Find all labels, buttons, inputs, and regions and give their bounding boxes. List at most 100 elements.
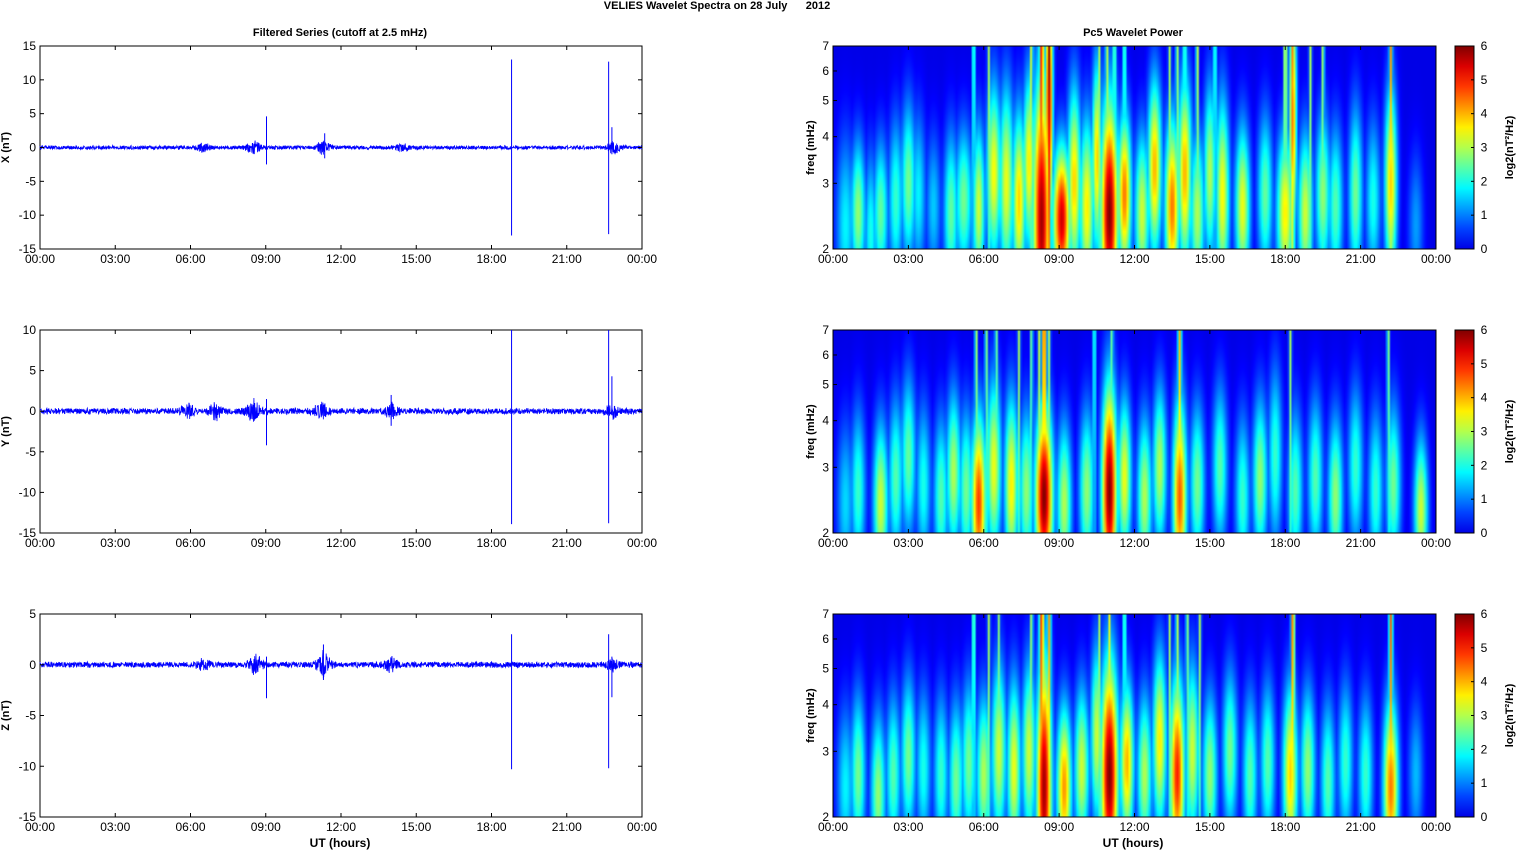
wavelet-ytick-label: 7 — [822, 607, 829, 621]
wavelet-ytick-label: 5 — [822, 378, 829, 392]
colorbar-tick-label: 4 — [1481, 107, 1488, 121]
series-xtick-label: 09:00 — [251, 252, 281, 266]
wavelet-ytick-label: 5 — [822, 94, 829, 108]
series-xtick-label: 00:00 — [627, 820, 657, 834]
series-ytick-label: -10 — [19, 208, 37, 222]
colorbar-tick-label: 3 — [1481, 425, 1488, 439]
series-xtick-label: 15:00 — [401, 252, 431, 266]
series-ytick-label: -5 — [25, 709, 36, 723]
colorbar-tick-label: 4 — [1481, 675, 1488, 689]
series-ytick-label: 10 — [23, 73, 37, 87]
series-xtick-label: 00:00 — [25, 820, 55, 834]
series-ytick-label: 0 — [29, 658, 36, 672]
left-column-title: Filtered Series (cutoff at 2.5 mHz) — [253, 27, 428, 39]
wavelet-xtick-label: 00:00 — [1421, 820, 1451, 834]
wavelet-xtick-label: 00:00 — [818, 252, 848, 266]
colorbar-tick-label: 4 — [1481, 391, 1488, 405]
series-xtick-label: 03:00 — [100, 252, 130, 266]
colorbar-tick-label: 2 — [1481, 458, 1488, 472]
wavelet-ytick-label: 2 — [822, 242, 829, 256]
series-ytick-label: 0 — [29, 404, 36, 418]
wavelet-ylabel: freq (mHz) — [805, 404, 817, 459]
wavelet-ytick-label: 4 — [822, 130, 829, 144]
wavelet-xtick-label: 00:00 — [1421, 536, 1451, 550]
wavelet-xtick-label: 21:00 — [1346, 252, 1376, 266]
series-ylabel: Z (nT) — [0, 700, 12, 731]
colorbar-tick-label: 1 — [1481, 492, 1488, 506]
series-ytick-label: -15 — [19, 810, 37, 824]
wavelet-xtick-label: 18:00 — [1270, 536, 1300, 550]
wavelet-ytick-label: 5 — [822, 662, 829, 676]
wavelet-xtick-label: 06:00 — [969, 252, 999, 266]
series-ytick-label: 5 — [29, 364, 36, 378]
wavelet-ytick-label: 6 — [822, 348, 829, 362]
wavelet-ytick-label: 3 — [822, 744, 829, 758]
wavelet-ytick-label: 2 — [822, 810, 829, 824]
series-xtick-label: 09:00 — [251, 536, 281, 550]
wavelet-panel-3: 2 3 4 5 6 7 00:00 03:00 06:00 09:00 12:00 15:00 18:0… — [805, 607, 1516, 834]
wavelet-xtick-label: 00:00 — [818, 820, 848, 834]
series-ytick-label: -10 — [19, 759, 37, 773]
wavelet-ytick-label: 6 — [822, 64, 829, 78]
wavelet-xtick-label: 03:00 — [893, 820, 923, 834]
series-xtick-label: 12:00 — [326, 536, 356, 550]
wavelet-power-map — [833, 614, 1436, 817]
series-trace — [39, 398, 643, 422]
right-column-title: Pc5 Wavelet Power — [1083, 27, 1184, 39]
right-xlabel: UT (hours) — [1103, 836, 1164, 850]
series-ytick-label: 10 — [23, 323, 37, 337]
colorbar-tick-label: 1 — [1481, 208, 1488, 222]
series-ylabel: X (nT) — [0, 132, 12, 163]
wavelet-xtick-label: 09:00 — [1044, 536, 1074, 550]
wavelet-xtick-label: 06:00 — [969, 536, 999, 550]
wavelet-ytick-label: 6 — [822, 632, 829, 646]
series-xtick-label: 06:00 — [175, 252, 205, 266]
series-xtick-label: 21:00 — [552, 820, 582, 834]
colorbar-tick-label: 5 — [1481, 357, 1488, 371]
series-xtick-label: 00:00 — [25, 252, 55, 266]
wavelet-ytick-label: 3 — [822, 460, 829, 474]
wavelet-ytick-label: 4 — [822, 414, 829, 428]
wavelet-xtick-label: 09:00 — [1044, 252, 1074, 266]
series-trace — [39, 140, 643, 155]
colorbar-tick-label: 2 — [1481, 742, 1488, 756]
wavelet-ytick-label: 3 — [822, 176, 829, 190]
series-axes-frame — [39, 613, 643, 818]
colorbar-label: log2(nT²/Hz) — [1504, 683, 1516, 747]
series-xtick-label: 18:00 — [476, 820, 506, 834]
series-xtick-label: 00:00 — [627, 252, 657, 266]
colorbar-tick-label: 2 — [1481, 174, 1488, 188]
series-xtick-label: 21:00 — [552, 252, 582, 266]
wavelet-ylabel: freq (mHz) — [805, 688, 817, 743]
series-ytick-label: -10 — [19, 485, 37, 499]
left-xlabel: UT (hours) — [310, 836, 371, 850]
series-ytick-label: -5 — [25, 174, 36, 188]
wavelet-xtick-label: 00:00 — [1421, 252, 1451, 266]
wavelet-ytick-label: 7 — [822, 323, 829, 337]
colorbar-tick-label: 0 — [1481, 242, 1488, 256]
series-ytick-label: -5 — [25, 445, 36, 459]
colorbar-tick-label: 5 — [1481, 73, 1488, 87]
colorbar-label: log2(nT²/Hz) — [1504, 399, 1516, 463]
wavelet-power-map — [833, 46, 1436, 249]
wavelet-xtick-label: 03:00 — [893, 252, 923, 266]
series-xtick-label: 18:00 — [476, 252, 506, 266]
series-xtick-label: 03:00 — [100, 820, 130, 834]
series-ytick-label: 15 — [23, 39, 37, 53]
series-ytick-label: -15 — [19, 242, 37, 256]
series-axes-frame — [39, 329, 643, 534]
colorbar-tick-label: 6 — [1481, 607, 1488, 621]
colorbar-tick-label: 3 — [1481, 141, 1488, 155]
series-xtick-label: 00:00 — [627, 536, 657, 550]
series-xtick-label: 06:00 — [175, 820, 205, 834]
colorbar-label: log2(nT²/Hz) — [1504, 115, 1516, 179]
wavelet-xtick-label: 06:00 — [969, 820, 999, 834]
wavelet-xtick-label: 15:00 — [1195, 252, 1225, 266]
wavelet-xtick-label: 12:00 — [1119, 820, 1149, 834]
wavelet-xtick-label: 00:00 — [818, 536, 848, 550]
wavelet-xtick-label: 18:00 — [1270, 820, 1300, 834]
series-ytick-label: 5 — [29, 607, 36, 621]
